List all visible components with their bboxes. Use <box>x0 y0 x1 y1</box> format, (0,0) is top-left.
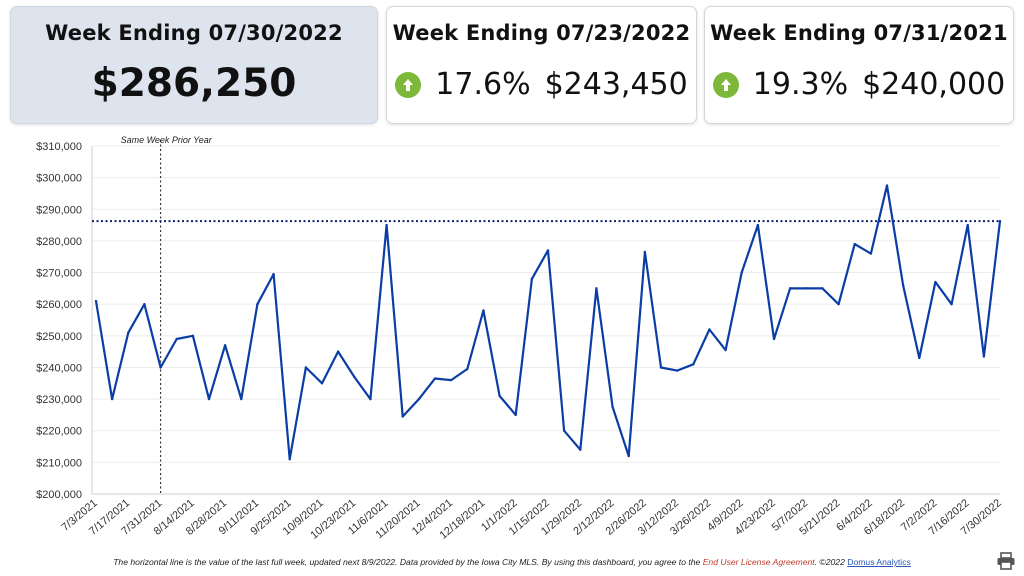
eula-link[interactable]: End User License Agreement <box>702 557 815 567</box>
footer-text: The horizontal line is the value of the … <box>113 557 703 567</box>
y-tick-label: $290,000 <box>36 204 82 216</box>
y-tick-label: $210,000 <box>36 457 82 469</box>
chart-svg: $200,000 $210,000 $220,000 $230,000 $240,000… <box>36 135 1004 542</box>
prior-year-row: 19.3% $240,000 <box>705 67 1013 102</box>
data-point <box>853 242 856 246</box>
current-week-card: Week Ending 07/30/2022 $286,250 <box>10 6 378 124</box>
data-point <box>724 348 727 352</box>
data-point <box>546 249 550 252</box>
data-point <box>772 337 776 341</box>
data-point <box>821 287 824 290</box>
y-tick-label: $220,000 <box>36 426 82 438</box>
data-point <box>482 309 485 312</box>
data-point <box>901 284 905 287</box>
data-point <box>514 413 517 417</box>
prior-year-change: 19.3% <box>752 67 849 102</box>
y-tick-label: $280,000 <box>36 236 82 248</box>
data-point <box>837 302 840 306</box>
data-point <box>998 219 1002 223</box>
data-point <box>805 287 808 290</box>
data-point <box>207 397 211 401</box>
current-week-value: $286,250 <box>91 61 297 106</box>
data-point <box>353 375 356 379</box>
data-point <box>385 223 388 227</box>
data-point <box>449 378 453 382</box>
data-point <box>94 299 98 303</box>
data-point <box>240 397 243 401</box>
data-point <box>934 280 937 284</box>
data-point <box>256 302 259 306</box>
data-point <box>369 397 372 401</box>
data-point <box>643 250 647 254</box>
data-point <box>127 331 130 334</box>
prior-week-value: $243,450 <box>544 67 688 102</box>
data-point <box>304 366 308 369</box>
prior-week-card: Week Ending 07/23/2022 17.6% $243,450 <box>386 6 697 124</box>
data-point <box>417 397 421 401</box>
data-point <box>223 344 227 347</box>
y-tick-label: $250,000 <box>36 331 82 343</box>
data-point <box>530 277 534 281</box>
data-point <box>982 355 986 358</box>
data-point <box>740 271 743 274</box>
y-tick-label: $240,000 <box>36 362 82 374</box>
prior-year-value: $240,000 <box>862 67 1006 102</box>
data-point <box>498 394 501 398</box>
prior-year-title: Week Ending 07/31/2021 <box>710 21 1008 45</box>
data-point <box>336 350 340 353</box>
brand-link[interactable]: Domus Analytics <box>847 557 911 567</box>
data-point <box>708 328 711 331</box>
data-point <box>627 454 630 458</box>
data-point <box>756 223 760 227</box>
y-tick-label: $300,000 <box>36 173 82 185</box>
median-price-series-line <box>94 184 1002 461</box>
data-point <box>611 405 614 409</box>
print-icon[interactable] <box>996 552 1016 570</box>
data-point <box>272 272 275 276</box>
arrow-up-circle-icon <box>395 71 422 98</box>
arrow-up-circle-icon <box>712 71 739 98</box>
price-line-chart: $200,000 $210,000 $220,000 $230,000 $240,000… <box>0 130 1024 550</box>
data-point <box>466 367 469 371</box>
data-point <box>885 184 889 187</box>
y-tick-label: $310,000 <box>36 141 82 153</box>
prior-week-row: 17.6% $243,450 <box>387 67 696 102</box>
current-week-title: Week Ending 07/30/2022 <box>45 21 343 45</box>
data-point <box>110 397 114 401</box>
data-point <box>562 429 566 432</box>
data-point <box>143 302 146 306</box>
y-tick-label: $260,000 <box>36 299 82 311</box>
prior-year-annotation: Same Week Prior Year <box>121 135 213 145</box>
data-point <box>159 366 162 369</box>
footer-after: . ©2022 <box>814 557 848 567</box>
prior-week-change: 17.6% <box>435 67 531 102</box>
data-point <box>675 369 679 372</box>
y-tick-label: $270,000 <box>36 268 82 280</box>
data-point <box>595 287 598 290</box>
data-point <box>869 252 873 255</box>
data-point <box>692 363 695 366</box>
data-point <box>966 223 969 227</box>
y-tick-label: $200,000 <box>36 489 82 501</box>
data-point <box>659 366 663 369</box>
data-point <box>175 337 178 341</box>
data-point <box>788 287 792 290</box>
data-point <box>918 356 921 360</box>
data-point <box>950 302 953 306</box>
data-point <box>579 448 582 451</box>
footer-note: The horizontal line is the value of the … <box>0 557 1024 567</box>
data-point <box>401 415 404 418</box>
data-point <box>320 382 324 385</box>
data-point <box>288 458 291 461</box>
y-tick-label: $230,000 <box>36 394 82 406</box>
data-point <box>191 334 195 338</box>
data-point <box>433 377 437 380</box>
prior-year-card: Week Ending 07/31/2021 19.3% $240,000 <box>704 6 1014 124</box>
prior-week-title: Week Ending 07/23/2022 <box>392 21 691 45</box>
